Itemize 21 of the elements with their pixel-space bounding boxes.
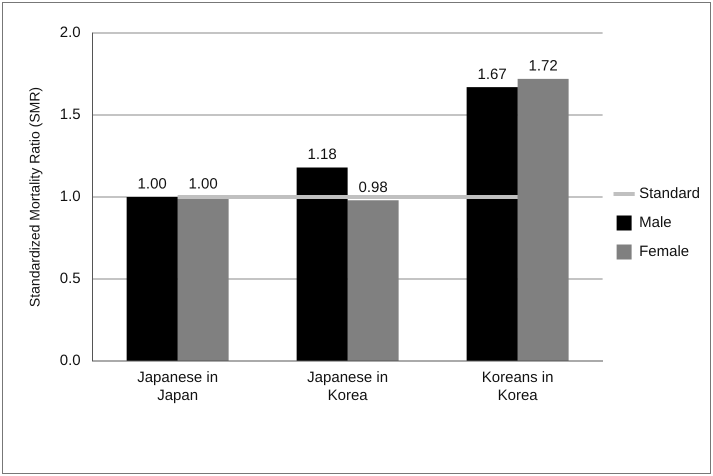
bar (296, 167, 348, 360)
y-axis-title: Standardized Mortality Ratio (SMR) (26, 86, 42, 308)
x-tick-label: Japanese in Japan (137, 369, 218, 404)
y-tick-label: 1.5 (60, 106, 81, 124)
y-tick-label: 0.0 (60, 352, 81, 370)
data-label: 1.18 (308, 146, 337, 164)
bar (126, 197, 178, 360)
x-tick-label: Koreans in Korea (482, 369, 554, 404)
x-tick-label: Japanese in Korea (307, 369, 388, 404)
data-label: 1.00 (188, 176, 218, 193)
data-label: 1.00 (138, 176, 167, 193)
y-tick-label: 2.0 (60, 24, 81, 42)
y-tick-label: 1.0 (60, 188, 81, 206)
data-label: 1.72 (528, 58, 558, 75)
legend-label: Standard (639, 185, 700, 202)
y-tick-label: 0.5 (60, 270, 81, 288)
data-label: 0.98 (358, 178, 388, 196)
legend-label: Male (639, 214, 672, 232)
data-label: 1.67 (478, 66, 507, 83)
legend-label: Female (639, 243, 690, 260)
bar (466, 87, 518, 360)
